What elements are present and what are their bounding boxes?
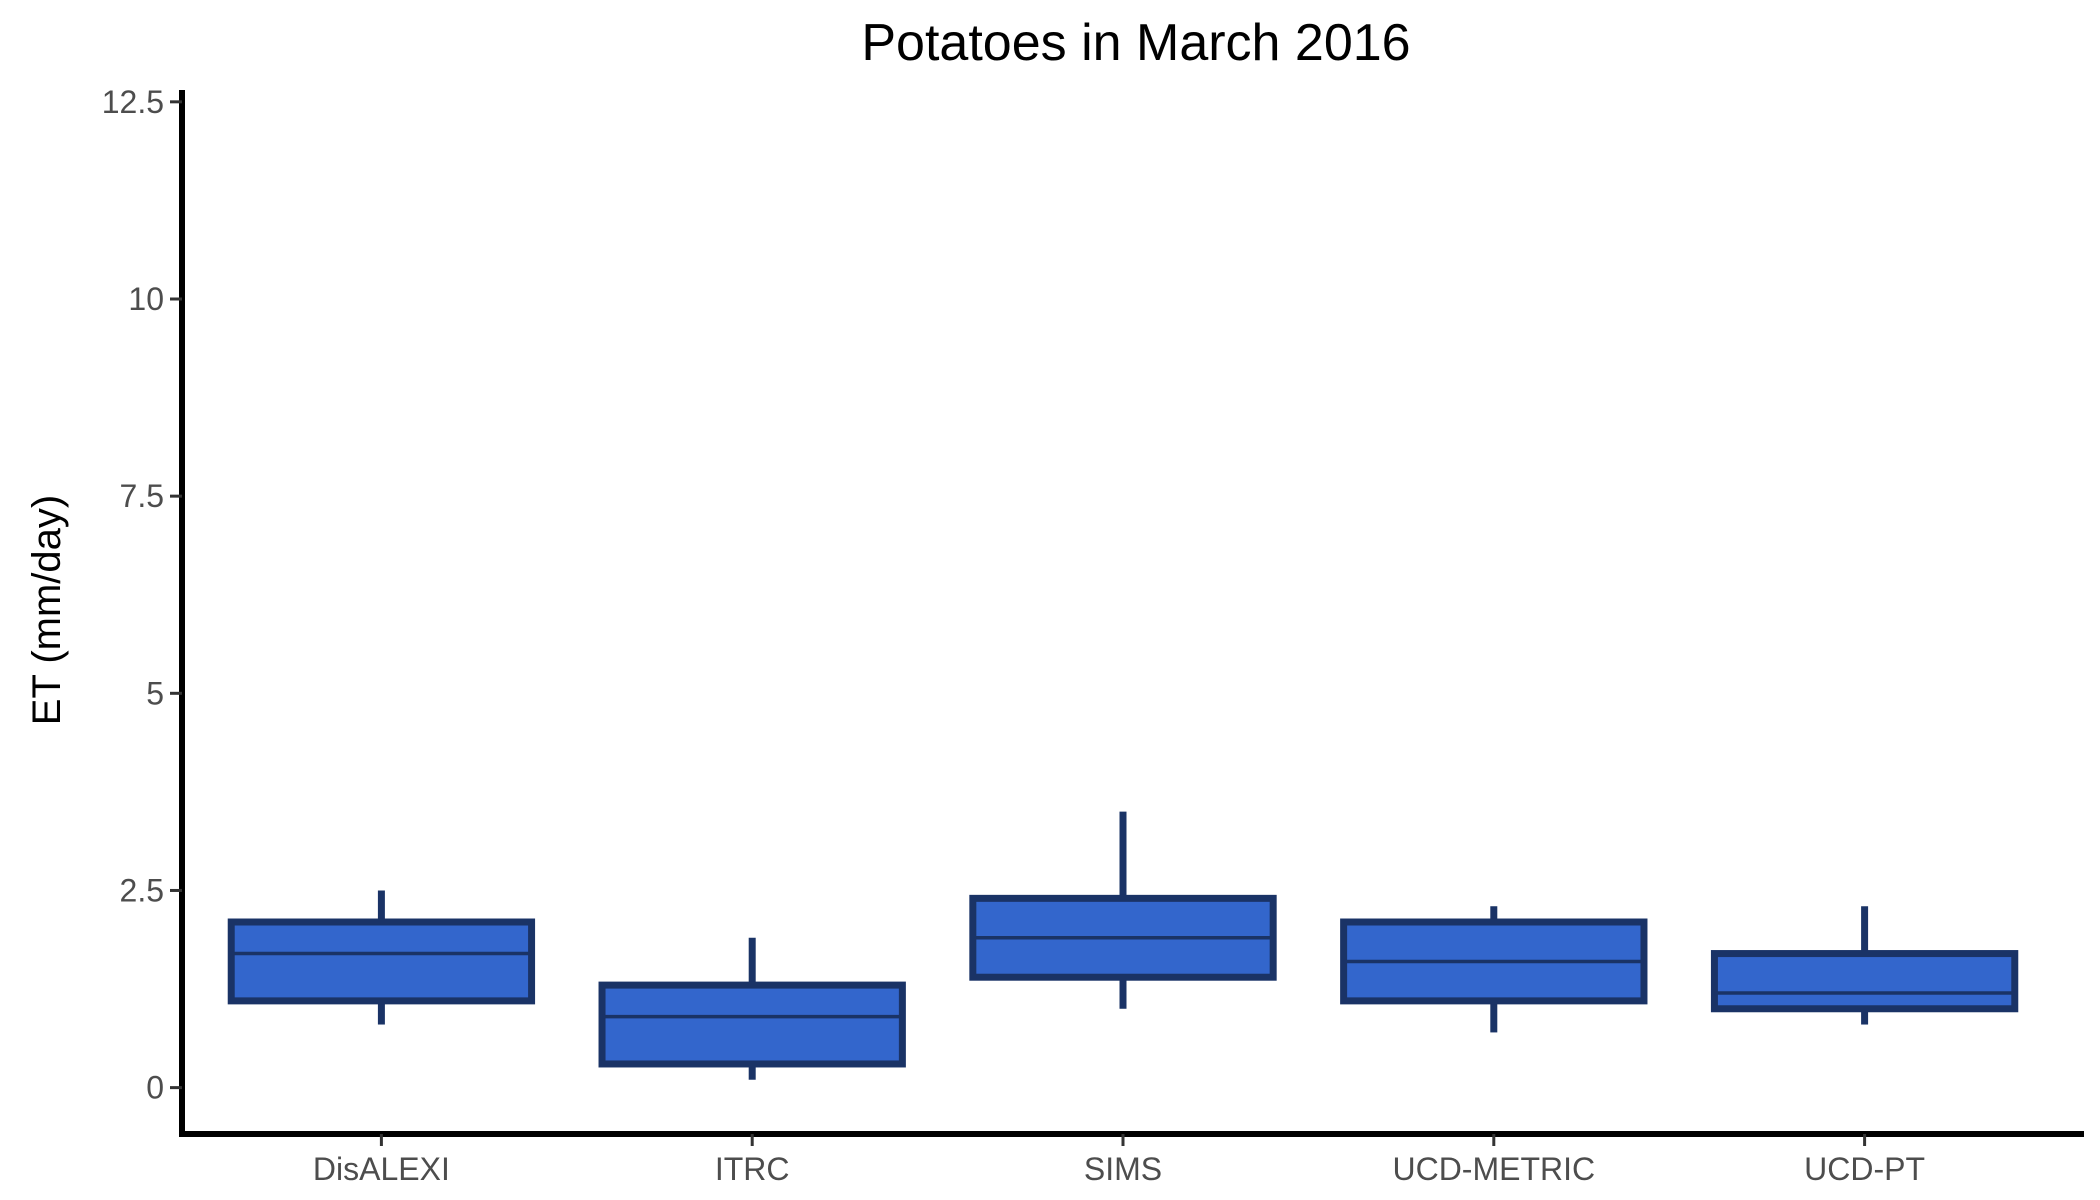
y-tick-label: 12.5 bbox=[102, 84, 164, 120]
plot-area: 0 2.5 5 7.5 10 12.5 DisALEXI ITRC SIMS UCD-METRIC… bbox=[102, 84, 2084, 1187]
y-axis-label: ET (mm/day) bbox=[25, 495, 69, 725]
box-disalexi bbox=[227, 918, 536, 1005]
y-tick-label: 5 bbox=[146, 675, 164, 711]
x-tick-label: ITRC bbox=[715, 1151, 790, 1187]
y-tick-label: 2.5 bbox=[120, 872, 164, 908]
box-ucd-pt bbox=[1710, 950, 2019, 1013]
y-tick-label: 7.5 bbox=[120, 478, 164, 514]
chart-title: Potatoes in March 2016 bbox=[861, 14, 1410, 72]
box-itrc bbox=[598, 981, 906, 1068]
y-tick-label: 0 bbox=[146, 1070, 164, 1106]
x-tick-label: UCD-PT bbox=[1804, 1151, 1925, 1187]
x-tick-label: SIMS bbox=[1084, 1151, 1162, 1187]
y-tick-label: 10 bbox=[128, 281, 164, 317]
x-tick-label: UCD-METRIC bbox=[1392, 1151, 1595, 1187]
x-tick-label: DisALEXI bbox=[313, 1151, 450, 1187]
